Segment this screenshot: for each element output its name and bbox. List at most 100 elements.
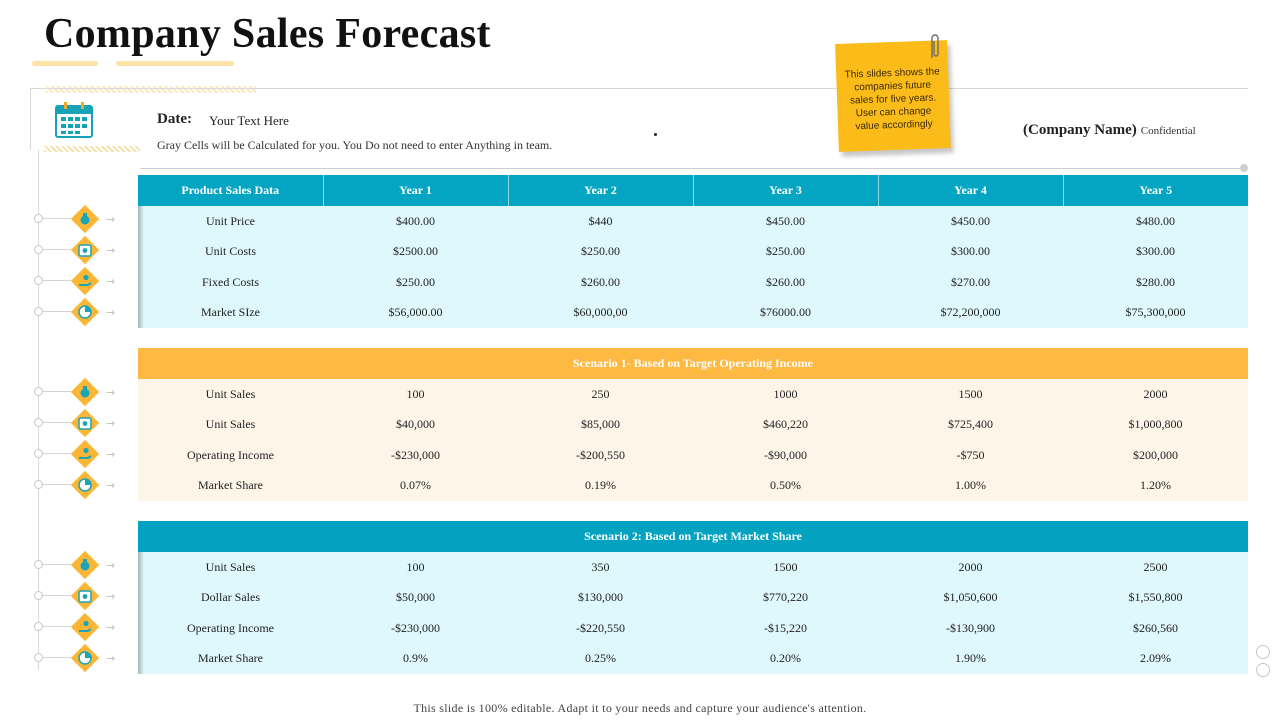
table-cell[interactable]: $1,050,600 — [878, 582, 1063, 613]
table-cell[interactable]: 100 — [323, 379, 508, 410]
table-cell[interactable]: $250.00 — [508, 236, 693, 267]
connector-line — [43, 564, 71, 565]
table-cell[interactable]: -$230,000 — [323, 613, 508, 644]
table-cell[interactable]: $400.00 — [323, 206, 508, 237]
row-marker: → — [34, 644, 134, 672]
table-cell[interactable]: $50,000 — [323, 582, 508, 613]
table-cell[interactable]: $56,000.00 — [323, 297, 508, 328]
table-cell[interactable]: $270.00 — [878, 267, 1063, 298]
table-cell[interactable]: 0.50% — [693, 470, 878, 501]
company-name[interactable]: (Company Name) — [1023, 122, 1137, 138]
row-marker: → — [34, 409, 134, 437]
money-bag-icon — [71, 551, 99, 579]
table-cell[interactable]: 2500 — [1063, 552, 1248, 583]
arrow-icon: → — [106, 417, 116, 430]
table-cell[interactable]: $76000.00 — [693, 297, 878, 328]
table-cell[interactable]: $2500.00 — [323, 236, 508, 267]
table-cell[interactable]: $260,560 — [1063, 613, 1248, 644]
connector-line — [43, 391, 71, 392]
table-cell[interactable]: $40,000 — [323, 409, 508, 440]
table-cell[interactable]: $1,000,800 — [1063, 409, 1248, 440]
table-cell[interactable]: -$15,220 — [693, 613, 878, 644]
side-circle-bottom — [1256, 663, 1270, 677]
arrow-icon: → — [106, 386, 116, 399]
table-cell[interactable]: $130,000 — [508, 582, 693, 613]
arrow-icon: → — [106, 652, 116, 665]
table-cell[interactable]: -$230,000 — [323, 440, 508, 471]
table-cell[interactable]: 1.90% — [878, 643, 1063, 674]
money-bills-icon — [71, 236, 99, 264]
table-cell[interactable]: -$220,550 — [508, 613, 693, 644]
connector-line — [43, 249, 71, 250]
scenario-1-heading: Scenario 1- Based on Target Operating In… — [138, 348, 1248, 379]
table-cell[interactable]: 2.09% — [1063, 643, 1248, 674]
divider-vertical-top — [30, 88, 31, 150]
table-cell[interactable]: 2000 — [1063, 379, 1248, 410]
arrow-icon: → — [106, 559, 116, 572]
table-cell[interactable]: 1.20% — [1063, 470, 1248, 501]
table-cell[interactable]: $460,220 — [693, 409, 878, 440]
scenario-2-heading: Scenario 2: Based on Target Market Share — [138, 521, 1248, 552]
table-cell[interactable]: $450.00 — [878, 206, 1063, 237]
table-cell[interactable]: $85,000 — [508, 409, 693, 440]
page-title: Company Sales Forecast — [44, 11, 491, 57]
table-cell[interactable]: 2000 — [878, 552, 1063, 583]
table-cell[interactable]: $75,300,000 — [1063, 297, 1248, 328]
table-cell[interactable]: 1.00% — [878, 470, 1063, 501]
table-cell[interactable]: 0.9% — [323, 643, 508, 674]
connector-line — [43, 657, 71, 658]
table-header-row: Scenario 2: Based on Target Market Share — [138, 521, 1248, 552]
table-cell[interactable]: -$750 — [878, 440, 1063, 471]
row-label: Market Share — [138, 470, 323, 501]
table-cell[interactable]: 350 — [508, 552, 693, 583]
table-cell[interactable]: $200,000 — [1063, 440, 1248, 471]
table-cell[interactable]: 0.25% — [508, 643, 693, 674]
row-label: Market SIze — [138, 297, 323, 328]
table-cell[interactable]: 1500 — [878, 379, 1063, 410]
row-label: Unit Price — [138, 206, 323, 237]
table-cell[interactable]: $480.00 — [1063, 206, 1248, 237]
table-cell[interactable]: -$130,900 — [878, 613, 1063, 644]
table-cell[interactable]: 1500 — [693, 552, 878, 583]
table-cell[interactable]: 100 — [323, 552, 508, 583]
table-cell[interactable]: $250.00 — [693, 236, 878, 267]
table-cell[interactable]: $440 — [508, 206, 693, 237]
table-cell[interactable]: -$200,550 — [508, 440, 693, 471]
table-cell[interactable]: $300.00 — [1063, 236, 1248, 267]
arrow-icon: → — [106, 275, 116, 288]
row-marker: → — [34, 440, 134, 468]
arrow-icon: → — [106, 244, 116, 257]
date-value[interactable]: Your Text Here — [209, 113, 289, 128]
table-cell[interactable]: 1000 — [693, 379, 878, 410]
table-cell[interactable]: 250 — [508, 379, 693, 410]
table-cell[interactable]: $260.00 — [508, 267, 693, 298]
table-cell[interactable]: $1,550,800 — [1063, 582, 1248, 613]
table-row: Market SIze $56,000.00 $60,000,00 $76000… — [138, 297, 1248, 328]
calendar-icon — [55, 102, 93, 138]
timeline-node — [34, 653, 43, 662]
arrow-icon: → — [106, 448, 116, 461]
side-circle-top — [1256, 645, 1270, 659]
table-row: Unit Sales 100 350 1500 2000 2500 — [138, 552, 1248, 583]
connector-line — [43, 626, 71, 627]
table-cell[interactable]: $250.00 — [323, 267, 508, 298]
column-header: Product Sales Data — [138, 175, 324, 206]
table-cell[interactable]: $60,000,00 — [508, 297, 693, 328]
table-cell[interactable]: -$90,000 — [693, 440, 878, 471]
table-cell[interactable]: $770,220 — [693, 582, 878, 613]
table-cell[interactable]: $450.00 — [693, 206, 878, 237]
table-row: Market Share 0.07% 0.19% 0.50% 1.00% 1.2… — [138, 470, 1248, 501]
table-cell[interactable]: 0.19% — [508, 470, 693, 501]
table-cell[interactable]: $72,200,000 — [878, 297, 1063, 328]
table-cell[interactable]: 0.07% — [323, 470, 508, 501]
confidential-label: Confidential — [1140, 125, 1196, 137]
table-cell[interactable]: $300.00 — [878, 236, 1063, 267]
scenario-1-table: Scenario 1- Based on Target Operating In… — [138, 348, 1248, 501]
table-cell[interactable]: $725,400 — [878, 409, 1063, 440]
arrow-icon: → — [106, 306, 116, 319]
row-marker: → — [34, 236, 134, 264]
table-cell[interactable]: $280.00 — [1063, 267, 1248, 298]
table-cell[interactable]: 0.20% — [693, 643, 878, 674]
table-cell[interactable]: $260.00 — [693, 267, 878, 298]
row-label: Unit Costs — [138, 236, 323, 267]
